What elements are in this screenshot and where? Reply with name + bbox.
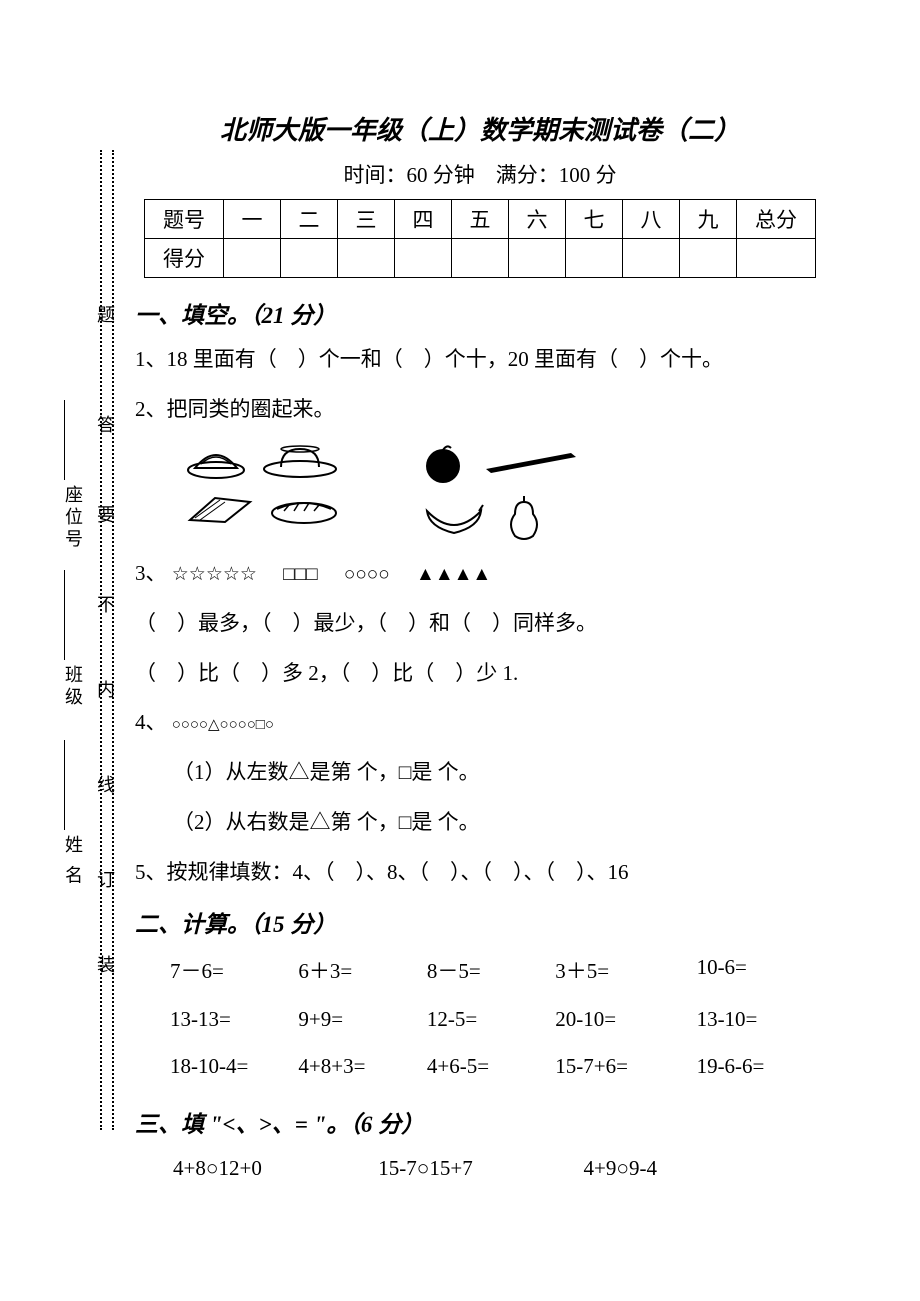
- q4-row: 4、 ○○○○△○○○○□○: [135, 703, 825, 743]
- q4-prefix: 4、: [135, 710, 167, 734]
- class-blank-line: [64, 570, 65, 660]
- dash-mark-4: 不: [92, 595, 118, 617]
- th-8: 八: [623, 200, 680, 239]
- pen-icon: [481, 447, 581, 477]
- cmp-1: 15-7○15+7: [378, 1149, 578, 1189]
- hat-icon: [261, 441, 339, 479]
- th-0: 题号: [145, 200, 224, 239]
- section-1-title: 一、填空。（21 分）: [135, 296, 825, 330]
- calc-2-0: 18-10-4=: [170, 1054, 298, 1079]
- page-content: 北师大版一年级（上）数学期末测试卷（二） 时间：60 分钟 满分：100 分 题…: [135, 110, 825, 1199]
- q3-l3: （ ）比（ ）多 2，（ ）比（ ）少 1.: [135, 654, 825, 694]
- row2-label: 得分: [145, 239, 224, 278]
- cell-5: [452, 239, 509, 278]
- th-1: 一: [224, 200, 281, 239]
- q4-b: （2）从右数是△第 个，□是 个。: [173, 803, 825, 843]
- cmp-2: 4+9○9-4: [584, 1149, 744, 1189]
- calc-1-1: 9+9=: [298, 1007, 426, 1032]
- time-label: 时间：60 分钟: [344, 163, 475, 187]
- q5: 5、按规律填数：4、（ ）、8、（ ）、（ ）、（ ）、16: [135, 853, 825, 893]
- calc-0-3: 3＋5=: [555, 955, 696, 985]
- calc-1-4: 13-10=: [697, 1007, 825, 1032]
- calc-0-4: 10-6=: [697, 955, 825, 985]
- banana-icon: [419, 499, 489, 539]
- q3-stars: ☆☆☆☆☆: [172, 557, 257, 593]
- binding-gutter: 姓 名 班级 座位号 装 订 线 内 不 要 答 题: [0, 0, 120, 1301]
- page-subtitle: 时间：60 分钟 满分：100 分: [135, 159, 825, 189]
- field-seat: 座位号: [60, 485, 86, 551]
- name-blank-line: [64, 740, 65, 830]
- q3-row1: 3、 ☆☆☆☆☆ □□□ ○○○○ ▲▲▲▲: [135, 554, 825, 594]
- pear-icon: [503, 494, 545, 544]
- q1: 1、18 里面有（ ）个一和（ ）个十，20 里面有（ ）个十。: [135, 340, 825, 380]
- q2-pictures: [185, 440, 825, 544]
- th-7: 七: [566, 200, 623, 239]
- calc-0-1: 6＋3=: [298, 955, 426, 985]
- score-table-header: 题号 一 二 三 四 五 六 七 八 九 总分: [145, 200, 816, 239]
- calc-2-4: 19-6-6=: [697, 1054, 825, 1079]
- calc-grid: 7－6= 6＋3= 8－5= 3＋5= 10-6= 13-13= 9+9= 12…: [170, 955, 825, 1079]
- cell-6: [509, 239, 566, 278]
- right-pic-group: [419, 440, 581, 544]
- cell-9: [680, 239, 737, 278]
- q4-seq: ○○○○△○○○○□○: [172, 711, 274, 740]
- cell-2: [281, 239, 338, 278]
- q3-squares: □□□: [283, 557, 317, 593]
- dash-mark-6: 答: [92, 415, 118, 437]
- score-table: 题号 一 二 三 四 五 六 七 八 九 总分 得分: [144, 199, 816, 278]
- calc-0-0: 7－6=: [170, 955, 298, 985]
- dotted-line-outer: [100, 150, 102, 1130]
- dash-mark-0: 装: [92, 955, 118, 977]
- th-6: 六: [509, 200, 566, 239]
- cell-3: [338, 239, 395, 278]
- page-title: 北师大版一年级（上）数学期末测试卷（二）: [135, 110, 825, 147]
- seat-blank-line: [64, 400, 65, 480]
- dash-mark-7: 题: [92, 305, 118, 327]
- left-pic-group: [185, 440, 339, 528]
- calc-2-2: 4+6-5=: [427, 1054, 555, 1079]
- score-table-row: 得分: [145, 239, 816, 278]
- q2: 2、把同类的圈起来。: [135, 390, 825, 430]
- cell-8: [623, 239, 680, 278]
- th-3: 三: [338, 200, 395, 239]
- cell-4: [395, 239, 452, 278]
- dash-mark-5: 要: [92, 505, 118, 527]
- field-class: 班级: [60, 665, 86, 709]
- section-2-title: 二、计算。（15 分）: [135, 905, 825, 939]
- dotted-line-inner: [112, 150, 114, 1130]
- apple-icon: [419, 440, 467, 484]
- cmp-0: 4+8○12+0: [173, 1149, 373, 1189]
- th-10: 总分: [737, 200, 816, 239]
- dash-mark-2: 线: [92, 775, 118, 797]
- calc-0-2: 8－5=: [427, 955, 555, 985]
- th-2: 二: [281, 200, 338, 239]
- th-9: 九: [680, 200, 737, 239]
- q3-l2: （ ）最多，（ ）最少，（ ）和（ ）同样多。: [135, 604, 825, 644]
- th-4: 四: [395, 200, 452, 239]
- scarf-icon: [185, 490, 255, 528]
- calc-1-3: 20-10=: [555, 1007, 696, 1032]
- cap-icon: [185, 440, 247, 480]
- calc-1-2: 12-5=: [427, 1007, 555, 1032]
- full-score-label: 满分：100 分: [496, 163, 617, 187]
- q3-tri: ▲▲▲▲: [416, 557, 491, 593]
- q3-prefix: 3、: [135, 561, 167, 585]
- calc-2-1: 4+8+3=: [298, 1054, 426, 1079]
- dash-mark-1: 订: [92, 870, 118, 892]
- cell-1: [224, 239, 281, 278]
- cell-7: [566, 239, 623, 278]
- section-3-title: 三、填 "<、>、= "。（6 分）: [135, 1105, 825, 1139]
- dash-mark-3: 内: [92, 680, 118, 702]
- field-name: 姓 名: [60, 835, 86, 888]
- calc-2-3: 15-7+6=: [555, 1054, 696, 1079]
- s3-items: 4+8○12+0 15-7○15+7 4+9○9-4: [173, 1149, 825, 1189]
- cell-10: [737, 239, 816, 278]
- calc-1-0: 13-13=: [170, 1007, 298, 1032]
- slipper-icon: [269, 491, 339, 527]
- q3-circ: ○○○○: [344, 557, 390, 593]
- th-5: 五: [452, 200, 509, 239]
- q4-a: （1）从左数△是第 个，□是 个。: [173, 753, 825, 793]
